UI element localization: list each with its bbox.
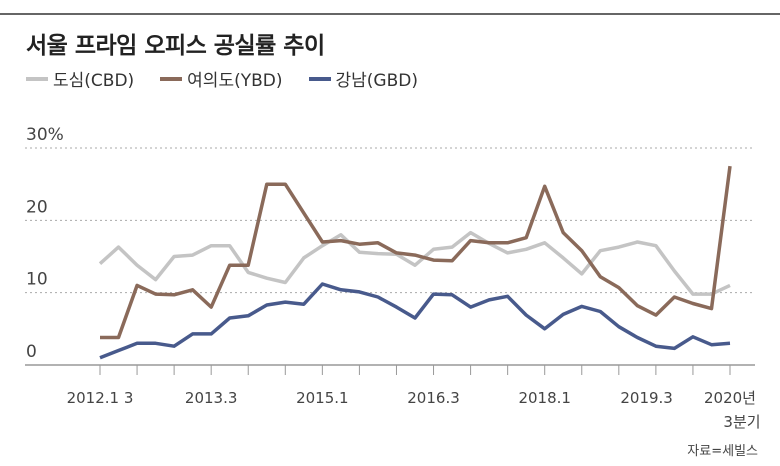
legend-label: 강남(GBD) (335, 71, 418, 91)
legend-swatch (160, 76, 183, 81)
x-tick-label: 2016.3 (407, 389, 460, 407)
legend-item-ybd: 여의도(YBD) (160, 66, 283, 91)
chart-title: 서울 프라임 오피스 공실률 추이 (26, 33, 325, 59)
legend-swatch (308, 76, 331, 81)
legend-label: 여의도(YBD) (187, 71, 283, 91)
y-tick-label: 20 (26, 197, 48, 217)
legend-item-cbd: 도심(CBD) (26, 66, 134, 91)
legend-swatch (26, 76, 48, 81)
source-note: 자료=세빌스 (687, 444, 758, 459)
y-tick-label: 10 (26, 270, 48, 290)
x-tick-label: 2013.3 (185, 389, 238, 407)
y-tick-label: 30% (26, 125, 64, 145)
x-tick-label: 2015.1 (296, 389, 349, 407)
x-tick-label: 2018.1 (518, 389, 571, 407)
legend-label: 도심(CBD) (53, 71, 135, 91)
y-tick-label: 0 (26, 342, 37, 362)
series-line-ybd (100, 165, 732, 340)
series-line-cbd (98, 230, 731, 296)
legend-item-gbd: 강남(GBD) (308, 66, 418, 91)
x-tick-label: 2020년 (704, 389, 756, 407)
top-rule (0, 13, 780, 15)
x-tick-label: 3분기 (723, 413, 760, 431)
x-tick-label: 2019.3 (620, 389, 673, 407)
legend: 도심(CBD) 여의도(YBD) 강남(GBD) (26, 66, 418, 91)
x-tick-label: 2012.1 3 (67, 389, 134, 407)
series-line-gbd (99, 282, 731, 360)
